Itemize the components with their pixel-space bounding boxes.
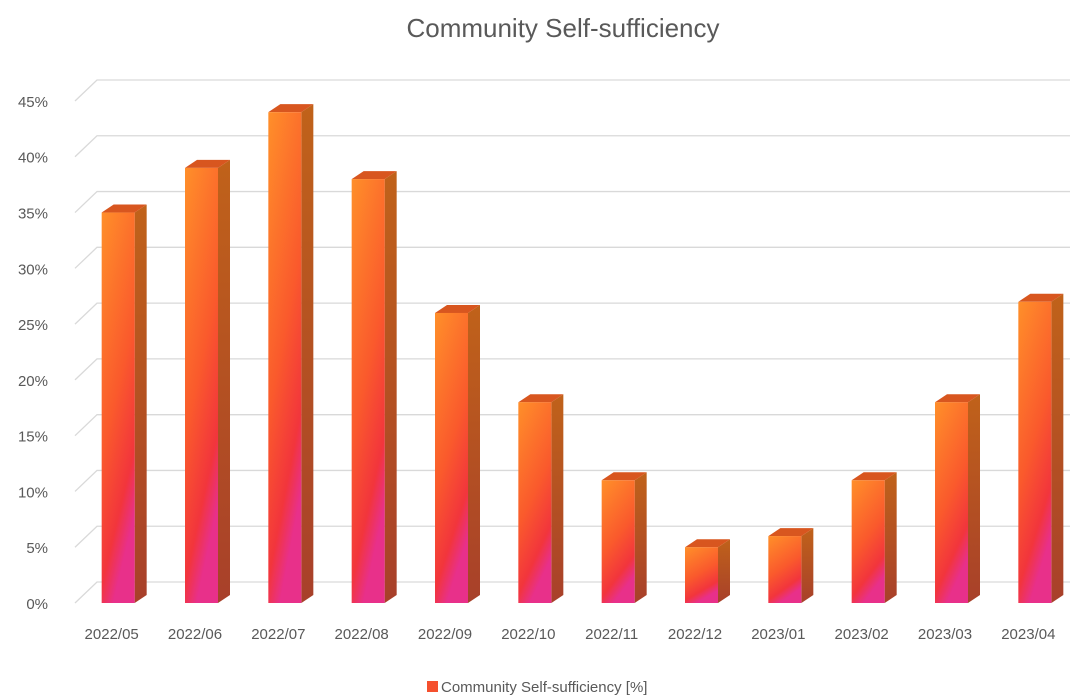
y-tick-label: 45% bbox=[18, 94, 48, 111]
grid-line bbox=[74, 135, 1070, 158]
grid-line bbox=[74, 246, 1070, 269]
bar-top bbox=[268, 104, 314, 113]
bar-top bbox=[851, 472, 897, 481]
bar-side bbox=[384, 171, 397, 604]
bar-side bbox=[801, 528, 814, 603]
legend-swatch bbox=[427, 681, 438, 692]
y-tick-label: 5% bbox=[26, 540, 48, 557]
bar bbox=[768, 528, 814, 603]
x-tick-label: 2022/12 bbox=[668, 626, 722, 643]
bar-front bbox=[351, 179, 385, 604]
grid-line bbox=[74, 190, 1070, 214]
bar-top bbox=[435, 304, 480, 313]
bar bbox=[185, 159, 230, 603]
grid-line bbox=[74, 525, 1070, 548]
bar bbox=[101, 204, 147, 604]
bar bbox=[601, 472, 647, 603]
bar-top bbox=[601, 472, 647, 481]
bar-front bbox=[1018, 301, 1052, 603]
x-tick-label: 2022/05 bbox=[85, 626, 139, 643]
bar-side bbox=[218, 159, 230, 603]
bar-top bbox=[518, 394, 564, 403]
bar-top bbox=[685, 539, 730, 548]
y-tick-label: 20% bbox=[18, 373, 48, 390]
bar-top bbox=[1018, 293, 1064, 302]
x-tick-label: 2023/03 bbox=[918, 626, 972, 643]
x-tick-label: 2022/07 bbox=[251, 626, 305, 643]
bar-front bbox=[851, 480, 885, 603]
bar-side bbox=[634, 472, 647, 603]
bar-side bbox=[968, 394, 980, 603]
y-tick-label: 30% bbox=[18, 261, 48, 278]
bar-front bbox=[185, 167, 218, 603]
y-tick-label: 25% bbox=[18, 317, 48, 334]
bar-side bbox=[551, 394, 564, 603]
bar-side bbox=[884, 472, 897, 603]
grid-line bbox=[74, 79, 1070, 102]
x-tick-label: 2022/10 bbox=[501, 626, 555, 643]
bar bbox=[1018, 293, 1064, 603]
x-tick-label: 2022/08 bbox=[335, 626, 389, 643]
grid-line bbox=[74, 581, 1070, 604]
x-tick-label: 2022/06 bbox=[168, 626, 222, 643]
bar bbox=[851, 472, 897, 603]
bar-side bbox=[134, 204, 147, 604]
grid-line bbox=[74, 358, 1070, 381]
grid-line bbox=[74, 414, 1070, 437]
bar-top bbox=[101, 204, 147, 213]
legend-label: Community Self-sufficiency [%] bbox=[441, 679, 647, 696]
bar-front bbox=[685, 547, 718, 603]
x-tick-label: 2022/11 bbox=[585, 626, 638, 643]
chart-title: Community Self-sufficiency bbox=[406, 13, 719, 43]
bar bbox=[685, 539, 730, 603]
bar bbox=[518, 394, 564, 603]
x-tick-label: 2023/01 bbox=[751, 626, 805, 643]
bar-side bbox=[301, 104, 314, 604]
grid-line bbox=[74, 302, 1070, 325]
y-tick-label: 10% bbox=[18, 484, 48, 501]
grid-line bbox=[74, 469, 1070, 492]
x-tick-label: 2023/04 bbox=[1001, 626, 1055, 643]
bar bbox=[351, 171, 397, 604]
bar bbox=[935, 394, 980, 603]
bar-top bbox=[935, 394, 980, 403]
bar-front bbox=[768, 536, 802, 603]
bar-side bbox=[1051, 293, 1064, 603]
y-tick-label: 0% bbox=[26, 596, 48, 613]
bar-top bbox=[185, 159, 230, 168]
bar bbox=[268, 104, 314, 604]
x-tick-label: 2022/09 bbox=[418, 626, 472, 643]
y-tick-label: 15% bbox=[18, 429, 48, 446]
bar-top bbox=[768, 528, 814, 537]
bar-front bbox=[101, 212, 135, 604]
y-tick-label: 35% bbox=[18, 206, 48, 223]
bar-front bbox=[268, 112, 302, 604]
bar-side bbox=[468, 304, 480, 603]
bar-front bbox=[935, 402, 968, 603]
bar-top bbox=[351, 171, 397, 180]
bar-side bbox=[718, 539, 730, 603]
bar-front bbox=[601, 480, 635, 603]
bar bbox=[435, 304, 480, 603]
x-tick-label: 2023/02 bbox=[835, 626, 889, 643]
y-tick-label: 40% bbox=[18, 150, 48, 167]
bar-front bbox=[518, 402, 552, 603]
bar-front bbox=[435, 312, 468, 603]
